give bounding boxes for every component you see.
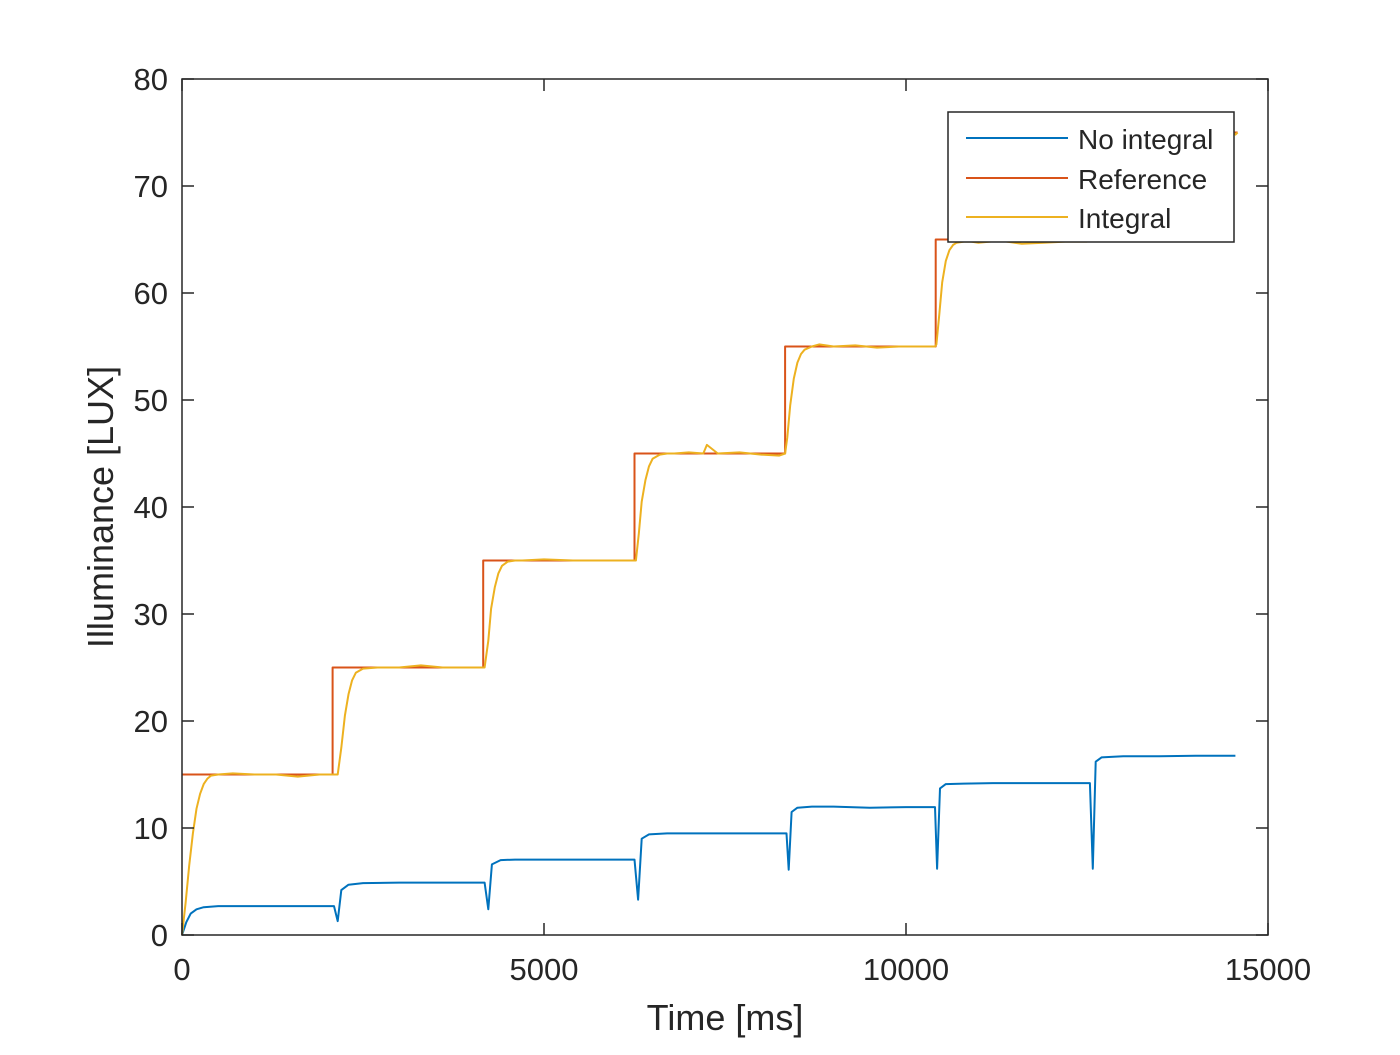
y-axis-label: Illuminance [LUX] [80,366,121,648]
legend: No integral Reference Integral [947,111,1235,243]
x-tick-label-15000: 15000 [1225,952,1311,987]
y-tick-label-30: 30 [134,597,168,632]
y-tick-label-70: 70 [134,169,168,204]
y-tick-label-0: 0 [151,918,168,953]
y-tick-label-20: 20 [134,704,168,739]
legend-label-no-integral: No integral [1078,124,1213,155]
x-tick-label-5000: 5000 [510,952,579,987]
legend-label-reference: Reference [1078,164,1207,195]
x-tick-label-10000: 10000 [863,952,949,987]
y-tick-label-10: 10 [134,811,168,846]
y-tick-label-60: 60 [134,276,168,311]
label-layer: 0 5000 10000 15000 0 10 20 30 40 50 60 70 80 [134,62,1312,987]
x-tick-label-0: 0 [173,952,190,987]
legend-label-integral: Integral [1078,203,1171,234]
y-tick-label-40: 40 [134,490,168,525]
y-tick-label-80: 80 [134,62,168,97]
axes-box [181,78,1269,936]
series-line-no-integral [181,754,1236,936]
y-tick-label-50: 50 [134,383,168,418]
x-axis-label: Time [ms] [647,997,804,1038]
